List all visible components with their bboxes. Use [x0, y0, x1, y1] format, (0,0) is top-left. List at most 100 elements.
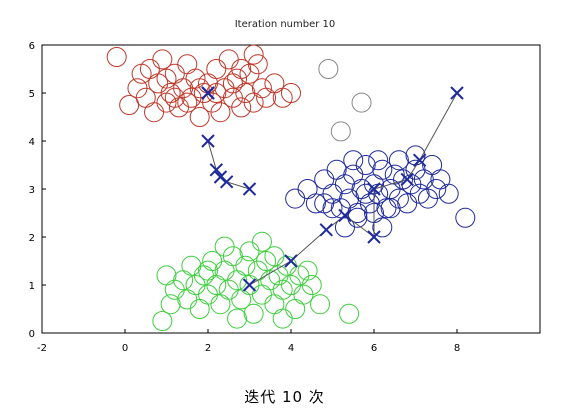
figure-caption: 迭代 10 次 — [244, 388, 325, 406]
blue-data-point — [305, 193, 326, 214]
y-tick-label: 5 — [29, 89, 35, 100]
y-tick-label: 1 — [29, 281, 35, 292]
blue-data-point — [351, 179, 372, 199]
centroid-marker — [284, 254, 298, 268]
red-data-point — [281, 83, 301, 103]
centroid-marker — [412, 153, 427, 167]
x-tick-label: 8 — [454, 343, 460, 354]
red-data-point — [189, 107, 210, 127]
blue-data-point — [297, 179, 318, 199]
blue-data-point — [326, 159, 347, 180]
green-data-point — [177, 289, 198, 310]
centroid-marker — [242, 278, 257, 292]
green-data-point — [272, 308, 293, 329]
gray-data-point — [330, 121, 351, 142]
green-data-point — [152, 311, 173, 331]
green-data-point — [251, 284, 272, 305]
blue-data-point — [455, 207, 476, 228]
blue-data-point — [285, 188, 306, 209]
red-data-point — [156, 68, 177, 89]
centroid-marker — [201, 86, 215, 100]
chart-title: Iteration number 10 — [235, 19, 336, 30]
red-data-point — [131, 63, 152, 84]
centroid-marker — [201, 134, 215, 148]
centroid-marker — [213, 170, 228, 184]
red-data-point — [247, 54, 268, 75]
x-tick-label: 2 — [205, 343, 211, 354]
gray-data-point — [318, 59, 339, 79]
green-data-point — [285, 299, 306, 319]
y-tick-label: 3 — [29, 185, 35, 196]
red-data-point — [264, 73, 285, 94]
red-data-point — [177, 92, 198, 113]
blue-data-point — [376, 198, 397, 219]
red-data-point — [251, 78, 272, 99]
y-tick-label: 6 — [29, 41, 35, 52]
blue-data-point — [397, 193, 418, 214]
centroid-paths-layer — [201, 86, 464, 292]
green-data-point — [160, 294, 181, 315]
green-data-point — [239, 241, 260, 262]
blue-data-point — [372, 217, 393, 238]
red-data-point — [231, 59, 252, 79]
centroid-marker — [219, 175, 234, 189]
red-data-point — [144, 102, 165, 123]
centroid-marker — [319, 223, 333, 237]
blue-data-point — [343, 150, 364, 171]
red-data-point — [210, 102, 231, 123]
blue-data-point — [314, 169, 335, 190]
x-tick-label: 4 — [288, 343, 294, 354]
green-data-point — [181, 255, 202, 276]
blue-data-point — [314, 193, 335, 214]
green-data-point — [264, 294, 285, 315]
centroid-marker — [367, 230, 381, 244]
red-data-point — [164, 87, 185, 108]
red-data-point — [106, 47, 127, 67]
red-data-point — [189, 78, 210, 99]
red-data-point — [243, 44, 264, 65]
green-data-point — [198, 260, 218, 281]
centroid-marker — [242, 182, 257, 196]
green-data-point — [156, 265, 177, 286]
green-data-point — [235, 255, 256, 276]
green-data-point — [264, 246, 285, 267]
blue-data-point — [426, 179, 447, 199]
centroid-marker — [400, 172, 414, 187]
red-data-point — [119, 95, 140, 115]
centroid-marker — [450, 86, 464, 100]
y-tick-label: 0 — [29, 329, 35, 340]
red-data-point — [218, 49, 239, 70]
centroid-marker — [367, 182, 381, 196]
green-data-point — [243, 303, 264, 324]
blue-data-point — [368, 150, 389, 171]
blue-data-point — [334, 217, 355, 238]
centroid-trajectory-line — [207, 140, 250, 190]
blue-data-point — [438, 183, 459, 204]
red-data-point — [206, 59, 227, 79]
blue-data-point — [355, 155, 376, 175]
centroid-marker — [338, 208, 352, 223]
blue-data-point — [372, 159, 393, 180]
green-data-point — [310, 294, 331, 315]
green-data-point — [227, 308, 248, 329]
red-data-point — [231, 97, 252, 118]
points-layer — [106, 44, 476, 331]
green-data-point — [251, 231, 272, 252]
plot-frame — [41, 44, 541, 334]
green-data-point — [301, 275, 322, 295]
x-tick-label: 6 — [371, 343, 377, 354]
x-tick-label: -2 — [37, 343, 47, 354]
green-data-point — [210, 294, 231, 315]
blue-data-point — [380, 198, 401, 219]
x-tick-label: 0 — [122, 343, 128, 354]
red-data-point — [152, 49, 173, 70]
green-data-point — [202, 251, 223, 271]
green-data-point — [339, 303, 360, 324]
blue-data-point — [355, 183, 376, 204]
red-data-point — [177, 54, 198, 75]
centroid-marker — [209, 163, 224, 177]
green-data-point — [297, 260, 318, 281]
green-data-point — [189, 299, 210, 319]
